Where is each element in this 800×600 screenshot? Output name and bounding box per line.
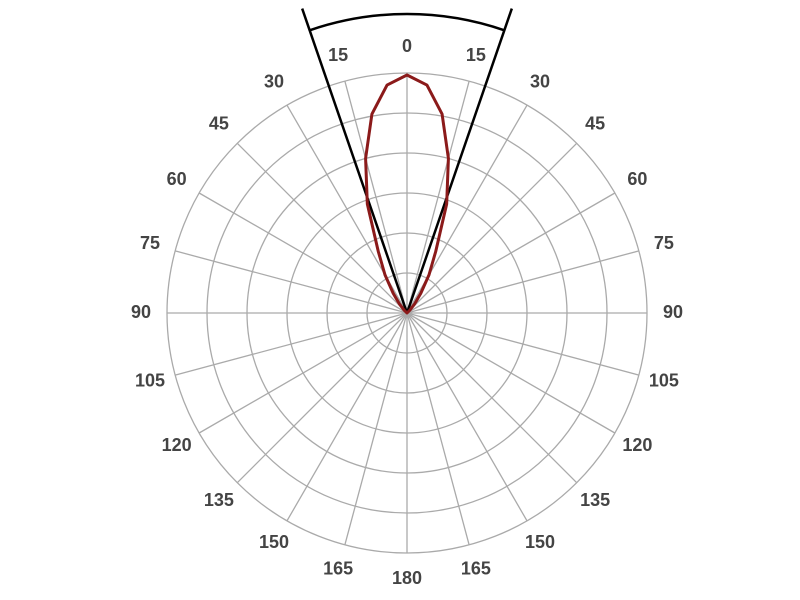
angle-label: 105 xyxy=(135,371,165,391)
beam-arc xyxy=(309,12,505,32)
angle-label: 30 xyxy=(530,71,550,91)
grid-spoke xyxy=(344,81,408,314)
grid-spoke xyxy=(406,250,639,314)
grid-spoke xyxy=(406,312,528,522)
angle-label: 30 xyxy=(264,71,284,91)
angle-label: 150 xyxy=(525,532,555,552)
grid-spoke xyxy=(236,142,408,314)
angle-label: 135 xyxy=(204,490,234,510)
angle-label: 105 xyxy=(649,371,679,391)
angle-label: 90 xyxy=(131,302,151,322)
intensity-curve xyxy=(364,73,450,315)
angle-label: 15 xyxy=(328,45,348,65)
angle-label: 120 xyxy=(622,435,652,455)
grid-spoke xyxy=(406,81,470,314)
angle-label: 75 xyxy=(654,233,674,253)
angle-label: 45 xyxy=(585,114,605,134)
grid-spoke xyxy=(236,312,408,484)
angle-label: 15 xyxy=(466,45,486,65)
grid-spoke xyxy=(406,312,616,434)
grid-spoke xyxy=(286,312,408,522)
grid-spoke xyxy=(175,312,408,376)
grid-spoke xyxy=(406,142,578,314)
angle-label: 75 xyxy=(140,233,160,253)
grid-spoke xyxy=(175,250,408,314)
angle-label: 0 xyxy=(402,36,412,56)
grid-spoke xyxy=(344,312,408,545)
grid-spoke xyxy=(198,312,408,434)
angle-label: 180 xyxy=(392,568,422,588)
angle-label: 165 xyxy=(323,559,353,579)
grid-spoke xyxy=(406,312,578,484)
angle-label: 60 xyxy=(167,169,187,189)
angle-label: 135 xyxy=(580,490,610,510)
angle-label: 60 xyxy=(627,169,647,189)
grid-spoke xyxy=(406,312,470,545)
beam-line xyxy=(300,8,409,314)
angle-label: 90 xyxy=(663,302,683,322)
grid-spoke xyxy=(406,192,616,314)
angle-label: 45 xyxy=(209,114,229,134)
angle-label: 150 xyxy=(259,532,289,552)
grid-spoke xyxy=(406,312,639,376)
angle-label: 120 xyxy=(162,435,192,455)
beam-line xyxy=(405,8,514,314)
angle-label: 165 xyxy=(461,559,491,579)
grid-spoke xyxy=(198,192,408,314)
